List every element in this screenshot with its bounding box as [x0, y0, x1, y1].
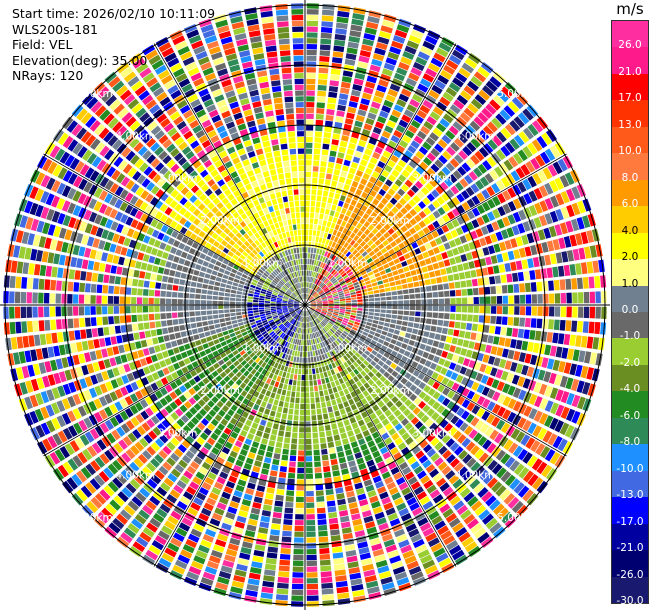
colorbar-swatch [612, 21, 648, 48]
colorbar-tick-label: 8.0 [621, 171, 639, 184]
velocity-gates [3, 3, 607, 607]
colorbar-tick-label: 10.0 [618, 145, 642, 158]
range-ring-label: 1.00km [328, 258, 368, 270]
colorbar-tick-label: -2.0 [619, 356, 641, 369]
colorbar-swatch [612, 497, 648, 525]
range-ring [244, 244, 366, 366]
nrays-text: NRays: 120 [12, 68, 84, 84]
colorbar-swatch [612, 232, 648, 260]
field-text: Field: VEL [12, 37, 73, 53]
colorbar-swatch [612, 206, 648, 234]
colorbar: 26.0 21.0 17.0 13.0 10.0 8.0 6.0 4.0 2.0 1.0 0.0 -1… [611, 20, 649, 607]
range-ring [4, 4, 606, 606]
colorbar-tick-label: -13.0 [616, 489, 644, 502]
azimuth-spoke [43, 153, 567, 457]
colorbar-swatch [612, 100, 648, 128]
range-ring-label: 5.00km [73, 88, 113, 100]
colorbar-tick-label: -8.0 [619, 436, 641, 449]
start-time-text: Start time: 2026/02/10 10:11:09 [12, 6, 216, 21]
range-ring-label: 2.00km [200, 385, 240, 397]
colorbar-tick-label: 21.0 [618, 65, 642, 78]
colorbar-swatch [612, 391, 648, 419]
range-ring-label: 3.00km [158, 427, 198, 439]
colorbar-tick-label: -4.0 [619, 383, 641, 396]
range-ring-label: 2.00km [370, 385, 410, 397]
range-ring-label: 5.00km [497, 512, 537, 524]
range-ring-label: 4.00km [455, 470, 495, 482]
colorbar-tick-label: 4.0 [621, 224, 639, 237]
range-ring-label: 3.00km [412, 427, 452, 439]
elevation-text: Elevation(deg): 35.00 [12, 52, 148, 68]
colorbar-swatch [612, 576, 648, 604]
range-ring-label: 1.00km [243, 258, 283, 270]
colorbar-swatch [612, 153, 648, 181]
colorbar-tick-label: -21.0 [616, 542, 644, 555]
ppi-velocity-plot: 1.00km 1.00km 1.00km 1.00km 2.00km 2.00km 2.00… [0, 0, 610, 610]
range-ring-label: 1.00km [328, 342, 368, 354]
colorbar-tick-label: 0.0 [621, 304, 639, 316]
colorbar-tick-label: 1.0 [621, 277, 639, 290]
colorbar-tick-label: 2.0 [621, 251, 639, 264]
range-ring-label: 3.00km [412, 173, 452, 185]
range-ring-label: 4.00km [115, 130, 155, 142]
range-ring [124, 124, 486, 486]
range-ring [184, 184, 426, 426]
colorbar-swatch [612, 470, 648, 498]
colorbar-swatch [612, 417, 648, 445]
colorbar-tick-label: 17.0 [618, 92, 642, 105]
range-ring-label: 4.00km [115, 470, 155, 482]
range-ring-label: 1.00km [243, 342, 283, 354]
info-panel: Start time: 2026/02/10 10:11:09 WLS200s-… [12, 6, 215, 84]
range-ring-label: 5.00km [73, 512, 113, 524]
colorbar-tick-label: -30.0 [616, 595, 644, 607]
range-ring [64, 64, 546, 546]
colorbar-swatch [612, 179, 648, 207]
colorbar-tick-label: -26.0 [616, 568, 644, 581]
colorbar-swatch [612, 73, 648, 101]
colorbar-tick-label: 6.0 [621, 198, 639, 211]
colorbar-swatch [612, 312, 648, 339]
colorbar-swatch [612, 285, 648, 313]
colorbar-swatch [612, 47, 648, 75]
colorbar-swatch [612, 550, 648, 578]
colorbar-tick-label: -17.0 [616, 515, 644, 528]
range-ring-label: 3.00km [158, 173, 198, 185]
colorbar-swatch [612, 338, 648, 366]
instrument-text: WLS200s-181 [12, 21, 98, 37]
colorbar-tick-label: 13.0 [618, 118, 642, 131]
colorbar-tick-label: -1.0 [619, 330, 641, 343]
colorbar-tick-label: -10.0 [616, 462, 644, 475]
colorbar-unit: m/s [616, 0, 644, 18]
range-ring-label: 2.00km [200, 215, 240, 227]
colorbar-tick-label: 26.0 [618, 39, 642, 52]
colorbar-swatch [612, 364, 648, 392]
range-ring-label: 2.00km [370, 215, 410, 227]
colorbar-swatch [612, 126, 648, 154]
colorbar-tick-label: -6.0 [619, 409, 641, 422]
range-ring-label: 5.00km [497, 88, 537, 100]
range-ring-label: 4.00km [455, 130, 495, 142]
colorbar-swatch [612, 523, 648, 551]
colorbar-swatch [612, 259, 648, 287]
colorbar-swatch [612, 444, 648, 472]
